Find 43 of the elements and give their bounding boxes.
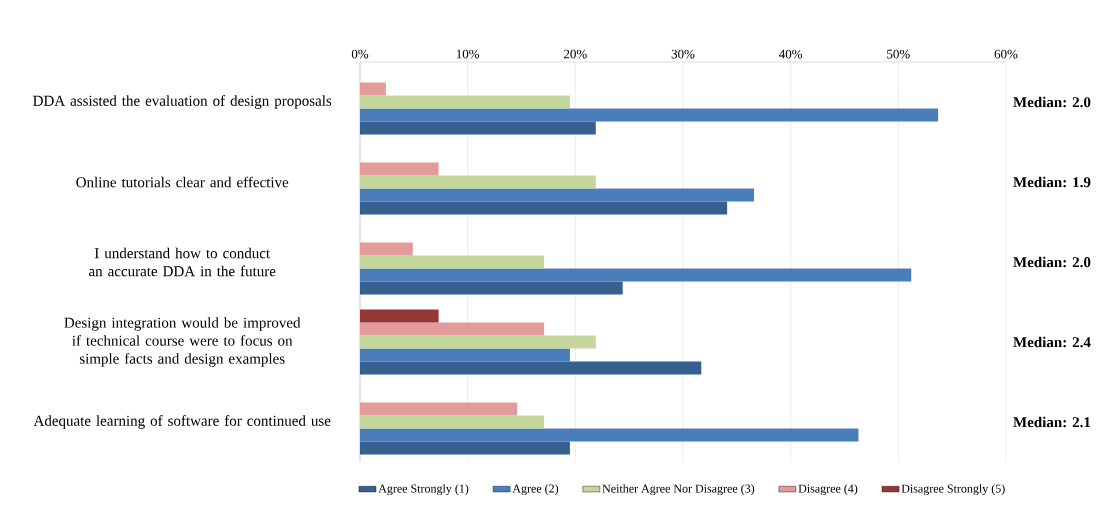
y-tick-label: DDA assisted the evaluation of design proposals [33, 95, 332, 109]
bar [360, 348, 570, 362]
y-tick-label: I understand how to conduct an accurate DDA in the future [89, 247, 276, 277]
text: Median: 2.0 [1013, 256, 1091, 268]
bar [360, 82, 386, 96]
bar [360, 322, 545, 336]
bar [360, 242, 413, 256]
legend-label: Neither Agree Nor Disagree (3) [602, 484, 755, 496]
y-tick-label: Design integration would be improved if technical course were to focus on simple facts and design examples [64, 317, 301, 367]
text: Median: 1.9 [1013, 176, 1091, 188]
bar [360, 441, 570, 455]
bar [360, 309, 439, 323]
text: Median: 2.1 [1013, 416, 1091, 428]
bar [360, 361, 702, 375]
x-tick-label: 40% [778, 49, 803, 59]
bar [360, 162, 439, 176]
bar [360, 335, 596, 349]
bar [360, 415, 545, 429]
text: Median: 2.0 [1013, 96, 1091, 108]
y-tick-label: Adequate learning of software for continued use [33, 415, 331, 429]
bar [360, 255, 545, 269]
bar [360, 281, 623, 295]
x-tick-label: 20% [563, 49, 587, 59]
x-tick-label: 10% [456, 49, 480, 59]
x-tick-label: 30% [671, 49, 695, 59]
bar [360, 188, 755, 202]
bar [360, 95, 570, 109]
x-tick-label: 50% [887, 49, 910, 59]
bar [360, 201, 728, 215]
legend-label: Disagree (4) [798, 484, 858, 496]
bar [360, 121, 596, 135]
legend-label: Agree (2) [512, 484, 559, 496]
bar [360, 268, 912, 282]
text: Median: 2.4 [1013, 336, 1091, 348]
x-tick-label: 0% [351, 49, 369, 59]
bar [360, 428, 859, 442]
y-tick-label: Online tutorials clear and effective [76, 176, 289, 188]
bar [360, 175, 596, 189]
bar [360, 108, 939, 122]
x-tick-label: 60% [994, 49, 1018, 59]
bar [360, 402, 518, 416]
legend-label: Disagree Strongly (5) [901, 484, 1005, 496]
legend-label: Agree Strongly (1) [378, 484, 469, 496]
